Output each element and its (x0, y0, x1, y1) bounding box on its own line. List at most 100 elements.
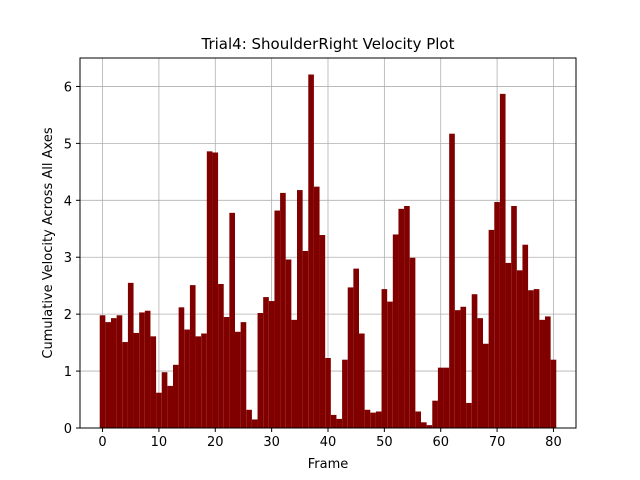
bar (133, 332, 140, 428)
bar (144, 310, 151, 428)
bar (375, 411, 382, 428)
bar (449, 133, 455, 428)
bar (116, 315, 123, 428)
bar (511, 206, 517, 428)
bar (156, 392, 162, 428)
y-tick-label: 4 (64, 194, 72, 209)
bar (206, 151, 213, 428)
bar (432, 400, 438, 428)
bar (313, 186, 320, 428)
y-tick-label: 0 (64, 422, 72, 437)
bar (111, 318, 117, 428)
x-tick-label: 20 (207, 435, 224, 450)
bar (426, 425, 433, 428)
bar (437, 367, 444, 428)
bar (246, 409, 252, 428)
bar (539, 319, 545, 428)
bar (353, 268, 359, 428)
bar (336, 418, 343, 428)
bar (218, 283, 224, 428)
bars (99, 74, 557, 428)
bar (392, 234, 399, 428)
y-tick-label: 1 (64, 365, 72, 380)
bar (505, 262, 512, 428)
bar (268, 301, 275, 428)
bar (167, 385, 173, 428)
bar (223, 317, 230, 428)
x-axis-label: Frame (308, 457, 349, 472)
bar (285, 259, 292, 428)
bar (545, 316, 551, 428)
x-tick-label: 10 (151, 435, 168, 450)
y-tick-label: 3 (64, 251, 72, 266)
bar (105, 322, 111, 428)
bar (184, 329, 190, 428)
bar (291, 319, 297, 428)
bar (404, 206, 410, 428)
bar (550, 359, 557, 428)
bar (319, 235, 326, 428)
bar (229, 212, 235, 428)
bar (443, 367, 450, 428)
bar (161, 372, 168, 428)
bar (235, 331, 241, 428)
bar (516, 270, 523, 428)
bar (122, 342, 128, 428)
bar (302, 250, 309, 428)
bar (212, 152, 219, 428)
bar (240, 322, 247, 428)
bar (364, 409, 371, 428)
x-tick-label: 40 (320, 435, 337, 450)
bar (460, 306, 467, 428)
x-tick-label: 70 (489, 435, 506, 450)
chart-title: Trial4: ShoulderRight Velocity Plot (201, 35, 455, 53)
bar (522, 244, 529, 428)
bar (494, 202, 500, 428)
bar (280, 192, 286, 428)
bar (421, 422, 427, 428)
x-tick-label: 80 (545, 435, 562, 450)
bar (466, 402, 472, 428)
y-axis: 0 1 2 3 4 5 6 (64, 80, 80, 437)
bar (454, 310, 461, 428)
bar (150, 336, 157, 428)
x-tick-label: 30 (263, 435, 280, 450)
bar (471, 294, 478, 428)
bar (263, 297, 269, 428)
bar (308, 74, 314, 428)
bar (189, 285, 196, 428)
bar (409, 257, 416, 428)
bar (528, 290, 534, 428)
bar (330, 414, 337, 428)
y-axis-label: Cumulative Velocity Across All Axes (41, 127, 56, 358)
bar (99, 315, 106, 428)
bar (533, 289, 540, 428)
bar (359, 333, 365, 428)
x-axis: 0 10 20 30 40 50 60 70 80 (98, 428, 562, 450)
bar (173, 364, 179, 428)
bar (381, 289, 388, 428)
y-tick-label: 2 (64, 308, 72, 323)
bar (257, 313, 264, 428)
x-tick-label: 50 (376, 435, 393, 450)
bar (370, 412, 376, 428)
bar (139, 312, 145, 428)
bar (201, 333, 207, 428)
y-tick-label: 5 (64, 137, 72, 152)
y-tick-label: 6 (64, 80, 72, 95)
bar (387, 301, 393, 428)
bar (483, 343, 489, 428)
bar (342, 359, 348, 428)
bar (297, 190, 303, 428)
bar (251, 419, 258, 428)
bar (325, 357, 331, 428)
bar (477, 318, 483, 428)
x-tick-label: 0 (98, 435, 106, 450)
bar (398, 208, 405, 428)
bar (127, 282, 134, 428)
x-tick-label: 60 (432, 435, 449, 450)
bar (347, 287, 354, 428)
bar (488, 229, 495, 428)
bar (195, 336, 202, 428)
